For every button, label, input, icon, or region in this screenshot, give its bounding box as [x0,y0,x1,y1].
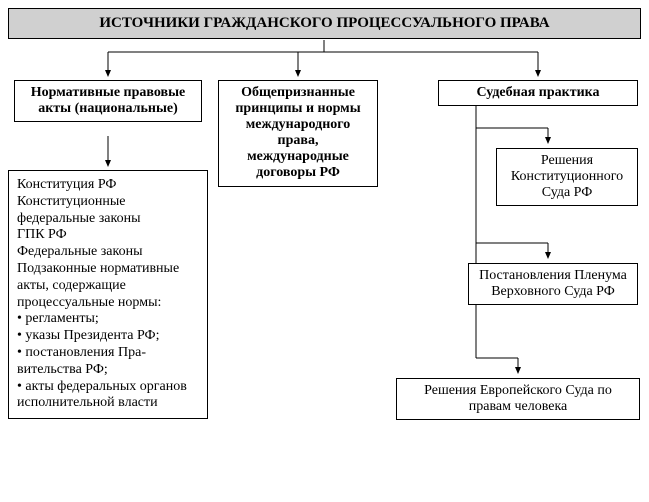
col3-box3: Решения Европейского Суда по правам чело… [396,378,640,420]
c1-line: • постановления Пра­вительства РФ; [17,345,199,379]
col3-header: Судебная практика [438,80,638,106]
c1-line: Федеральные законы [17,244,199,261]
col3-box1: Решения Конституцион­ного Суда РФ [496,148,638,206]
c1-line: Подзаконные норма­тивные акты, содержа­щ… [17,261,199,311]
col1-header: Нормативные правовые акты (национальные) [14,80,202,122]
c1-line: • регламенты; [17,311,199,328]
c1-line: ГПК РФ [17,227,199,244]
title-box: ИСТОЧНИКИ ГРАЖДАНСКОГО ПРОЦЕССУАЛЬНОГО П… [8,8,641,39]
c1-line: Конституционные федеральные законы [17,194,199,228]
col2-header: Общепризнан­ные принципы и нормы междуна… [218,80,378,187]
diagram-root: ИСТОЧНИКИ ГРАЖДАНСКОГО ПРОЦЕССУАЛЬНОГО П… [8,8,641,494]
c1-line: • акты федеральных органов исполнитель­н… [17,379,199,413]
col1-body: Конституция РФ Конституционные федеральн… [8,170,208,419]
col3-box2: Постановления Пленума Верховного Суда РФ [468,263,638,305]
c1-line: Конституция РФ [17,177,199,194]
c1-line: • указы Президента РФ; [17,328,199,345]
